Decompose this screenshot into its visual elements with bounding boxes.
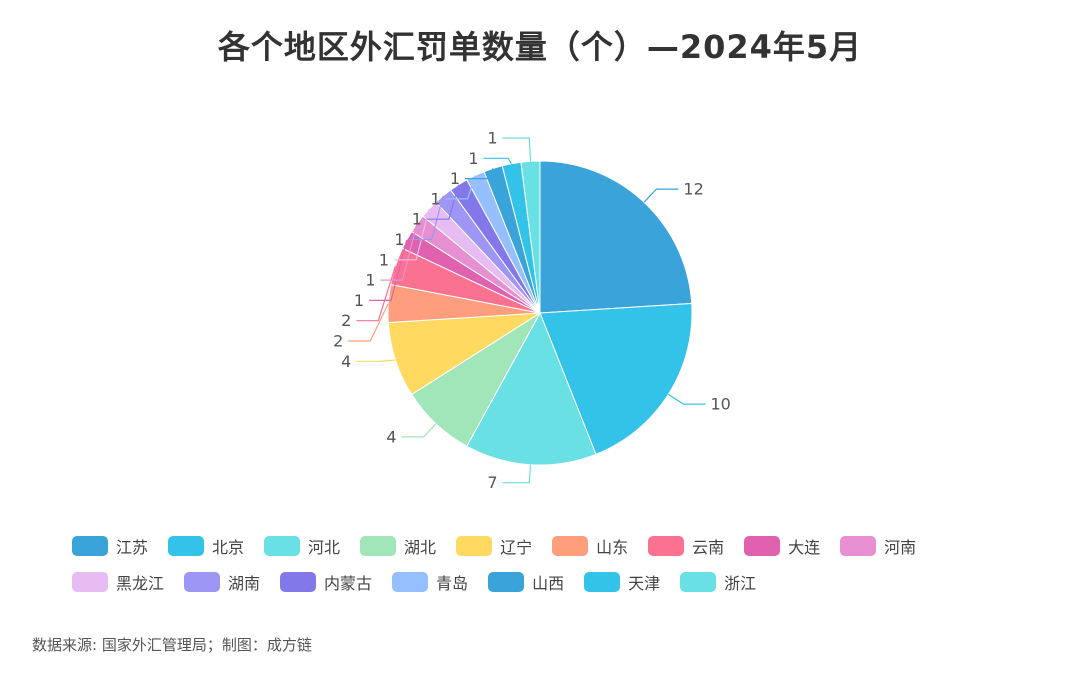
data-label-7: 2 [341, 311, 351, 330]
data-label-6: 2 [333, 332, 343, 351]
legend-item[interactable]: 北京 [168, 534, 244, 558]
legend-swatch [72, 572, 108, 592]
data-label-16: 1 [487, 129, 497, 148]
data-label-3: 7 [487, 473, 497, 492]
pie-slice-1 [539, 160, 693, 314]
data-label-10: 1 [379, 250, 389, 269]
data-label-13: 1 [430, 189, 440, 208]
legend-item[interactable]: 江苏 [72, 534, 148, 558]
legend-label: 大连 [788, 538, 821, 557]
leader-line-6 [348, 303, 389, 342]
legend-item[interactable]: 云南 [648, 534, 724, 558]
legend-label: 山东 [596, 538, 629, 557]
pie-slice-2 [539, 302, 693, 455]
data-label-8: 1 [354, 291, 364, 310]
leader-line-16 [502, 137, 532, 162]
legend-label: 黑龙江 [116, 574, 165, 593]
leader-line-3 [502, 464, 532, 484]
legend-item[interactable]: 湖南 [184, 570, 260, 594]
source-note: 数据来源: 国家外汇管理局；制图：成方链 [32, 636, 312, 654]
leader-line-14 [465, 168, 494, 180]
legend-swatch [648, 536, 685, 556]
leader-line-2 [667, 393, 706, 405]
legend-label: 浙江 [724, 574, 757, 593]
legend-label: 河北 [308, 538, 341, 557]
legend-swatch [456, 536, 493, 556]
legend-label: 云南 [692, 538, 725, 557]
legend-label: 内蒙古 [324, 574, 373, 593]
data-label-12: 1 [412, 210, 422, 229]
leader-line-5 [356, 359, 396, 362]
data-label-9: 1 [365, 271, 375, 290]
legend-label: 河南 [884, 538, 917, 557]
legend-item[interactable]: 湖北 [360, 534, 436, 558]
legend: 江苏 北京 河北 湖北 辽宁 山东 云南 大连 河南黑龙江 湖南 内蒙古 青岛 山西 天津 浙江 [72, 534, 1032, 594]
leader-line-11 [409, 195, 444, 241]
legend-item[interactable]: 青岛 [392, 570, 468, 594]
label-leader-lines [348, 137, 706, 484]
leader-line-9 [380, 223, 418, 281]
legend-label: 北京 [212, 538, 245, 557]
pie-slices [387, 160, 693, 466]
legend-label: 江苏 [116, 538, 149, 557]
legend-item[interactable]: 内蒙古 [280, 570, 372, 594]
legend-item[interactable]: 辽宁 [456, 534, 532, 558]
data-label-1: 12 [683, 180, 703, 199]
legend-item[interactable]: 天津 [584, 570, 660, 594]
legend-item[interactable]: 浙江 [680, 570, 756, 594]
data-label-15: 1 [468, 149, 478, 168]
legend-label: 山西 [532, 574, 565, 593]
legend-label: 湖南 [228, 574, 261, 593]
legend-swatch [744, 536, 781, 556]
legend-label: 天津 [628, 574, 661, 593]
legend-label: 辽宁 [500, 538, 533, 557]
leader-line-10 [394, 208, 430, 261]
legend-swatch [264, 536, 301, 556]
legend-swatch [392, 572, 429, 592]
data-label-2: 10 [711, 395, 731, 414]
legend-item[interactable]: 山东 [552, 534, 628, 558]
legend-item[interactable]: 黑龙江 [72, 570, 164, 594]
legend-swatch [584, 572, 621, 592]
data-label-4: 4 [386, 427, 396, 446]
legend-swatch [680, 572, 717, 592]
leader-line-4 [401, 423, 437, 438]
leader-line-13 [445, 175, 476, 200]
legend-label: 湖北 [404, 538, 437, 557]
data-label-11: 1 [394, 230, 404, 249]
legend-swatch [280, 572, 317, 592]
legend-swatch [840, 536, 877, 556]
legend-swatch [488, 572, 525, 592]
data-label-5: 4 [341, 352, 351, 371]
legend-swatch [168, 536, 205, 556]
leader-line-7 [356, 265, 396, 322]
legend-swatch [552, 536, 589, 556]
leader-line-12 [426, 184, 460, 220]
legend-swatch [72, 536, 108, 556]
legend-item[interactable]: 山西 [488, 570, 564, 594]
legend-label: 青岛 [436, 574, 469, 593]
leader-line-1 [643, 188, 679, 203]
legend-swatch [360, 536, 397, 556]
legend-item[interactable]: 大连 [744, 534, 820, 558]
chart-title: 各个地区外汇罚单数量（个）—2024年5月 [217, 28, 863, 66]
legend-swatch [184, 572, 221, 592]
data-label-14: 1 [450, 169, 460, 188]
legend-item[interactable]: 河南 [840, 534, 916, 558]
legend-item[interactable]: 河北 [264, 534, 340, 558]
leader-line-15 [483, 157, 513, 165]
